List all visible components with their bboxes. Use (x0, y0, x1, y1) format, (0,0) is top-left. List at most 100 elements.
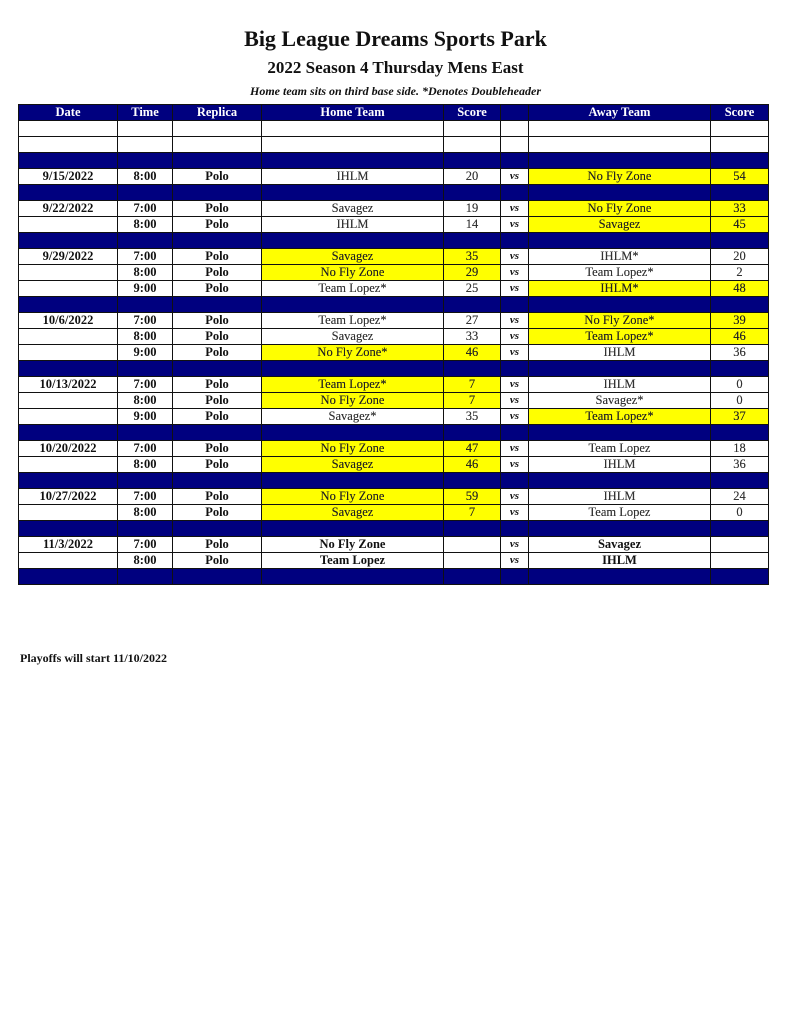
time-cell: 8:00 (117, 552, 173, 569)
time-cell (117, 232, 173, 249)
vs-cell (500, 152, 529, 169)
col-time-header: Time (117, 104, 173, 121)
date-cell (18, 456, 118, 473)
home-team-cell (261, 520, 444, 537)
home-score-cell (443, 520, 501, 537)
away-team-cell (528, 424, 711, 441)
away-score-cell: 39 (710, 312, 769, 329)
replica-cell: Polo (172, 328, 262, 345)
home-team-cell: Team Lopez* (261, 376, 444, 393)
away-score-cell: 0 (710, 376, 769, 393)
date-cell (18, 184, 118, 201)
home-score-cell (443, 152, 501, 169)
replica-cell (172, 184, 262, 201)
replica-cell (172, 360, 262, 377)
away-team-cell: IHLM (528, 488, 711, 505)
table-row: 9:00 Polo Savagez* 35 vs Team Lopez* 37 (18, 408, 769, 425)
home-team-cell (261, 136, 444, 153)
date-cell (18, 552, 118, 569)
col-replica-header: Replica (172, 104, 262, 121)
away-team-cell: Savagez* (528, 392, 711, 409)
away-score-cell: 45 (710, 216, 769, 233)
date-cell: 11/3/2022 (18, 536, 118, 553)
away-team-cell: Team Lopez (528, 440, 711, 457)
home-team-cell: Savagez* (261, 408, 444, 425)
replica-cell (172, 520, 262, 537)
home-team-cell: Savagez (261, 504, 444, 521)
table-row: 9:00 Polo Team Lopez* 25 vs IHLM* 48 (18, 280, 769, 297)
replica-cell: Polo (172, 408, 262, 425)
blank-row (18, 120, 769, 137)
vs-cell (500, 472, 529, 489)
vs-cell (500, 184, 529, 201)
time-cell: 9:00 (117, 408, 173, 425)
time-cell (117, 424, 173, 441)
vs-cell: vs (500, 312, 529, 329)
time-cell: 9:00 (117, 344, 173, 361)
date-cell (18, 328, 118, 345)
replica-cell (172, 232, 262, 249)
home-score-cell: 7 (443, 376, 501, 393)
home-score-cell (443, 536, 501, 553)
playoffs-note: Playoffs will start 11/10/2022 (20, 651, 167, 665)
time-cell: 8:00 (117, 328, 173, 345)
date-cell (18, 504, 118, 521)
replica-cell (172, 120, 262, 137)
away-team-cell (528, 296, 711, 313)
vs-cell: vs (500, 280, 529, 297)
col-away-score-header: Score (710, 104, 769, 121)
away-score-cell: 2 (710, 264, 769, 281)
time-cell (117, 568, 173, 585)
away-score-cell: 36 (710, 456, 769, 473)
separator-row (18, 360, 769, 377)
col-away-team-header: Away Team (528, 104, 711, 121)
away-score-cell (710, 184, 769, 201)
home-team-cell: Savagez (261, 456, 444, 473)
away-score-cell (710, 120, 769, 137)
date-cell: 9/29/2022 (18, 248, 118, 265)
time-cell (117, 520, 173, 537)
date-cell (18, 360, 118, 377)
vs-cell (500, 232, 529, 249)
separator-row (18, 296, 769, 313)
col-home-team-header: Home Team (261, 104, 444, 121)
table-header: Date Time Replica Home Team Score Away Team Sc… (18, 104, 769, 121)
replica-cell: Polo (172, 248, 262, 265)
away-team-cell: IHLM* (528, 248, 711, 265)
replica-cell: Polo (172, 344, 262, 361)
away-team-cell: No Fly Zone* (528, 312, 711, 329)
date-cell (18, 520, 118, 537)
home-score-cell (443, 232, 501, 249)
table-row: 10/6/2022 7:00 Polo Team Lopez* 27 vs No Fly Z… (18, 312, 769, 329)
vs-cell: vs (500, 552, 529, 569)
date-cell (18, 152, 118, 169)
date-cell (18, 344, 118, 361)
vs-cell (500, 424, 529, 441)
table-row: 8:00 Polo Savagez 7 vs Team Lopez 0 (18, 504, 769, 521)
date-cell (18, 568, 118, 585)
vs-cell (500, 120, 529, 137)
away-score-cell (710, 232, 769, 249)
time-cell (117, 120, 173, 137)
time-cell: 8:00 (117, 168, 173, 185)
time-cell (117, 360, 173, 377)
away-score-cell: 20 (710, 248, 769, 265)
vs-cell (500, 136, 529, 153)
vs-cell: vs (500, 440, 529, 457)
home-score-cell (443, 424, 501, 441)
vs-cell: vs (500, 248, 529, 265)
home-score-cell (443, 568, 501, 585)
away-score-cell (710, 296, 769, 313)
away-score-cell: 46 (710, 328, 769, 345)
replica-cell: Polo (172, 280, 262, 297)
time-cell: 7:00 (117, 488, 173, 505)
home-team-cell (261, 184, 444, 201)
time-cell (117, 184, 173, 201)
home-score-cell (443, 136, 501, 153)
date-cell: 10/6/2022 (18, 312, 118, 329)
home-score-cell: 46 (443, 344, 501, 361)
home-team-cell: IHLM (261, 216, 444, 233)
time-cell: 9:00 (117, 280, 173, 297)
vs-cell (500, 520, 529, 537)
home-team-cell (261, 120, 444, 137)
